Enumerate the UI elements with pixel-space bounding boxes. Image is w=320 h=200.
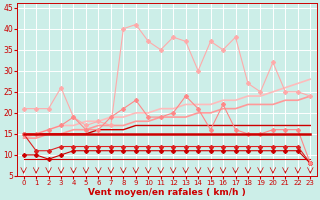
X-axis label: Vent moyen/en rafales ( km/h ): Vent moyen/en rafales ( km/h ) xyxy=(88,188,246,197)
